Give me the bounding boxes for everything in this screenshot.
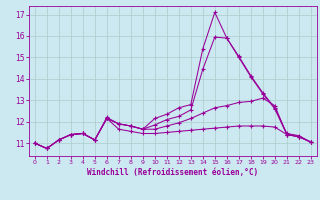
- X-axis label: Windchill (Refroidissement éolien,°C): Windchill (Refroidissement éolien,°C): [87, 168, 258, 177]
